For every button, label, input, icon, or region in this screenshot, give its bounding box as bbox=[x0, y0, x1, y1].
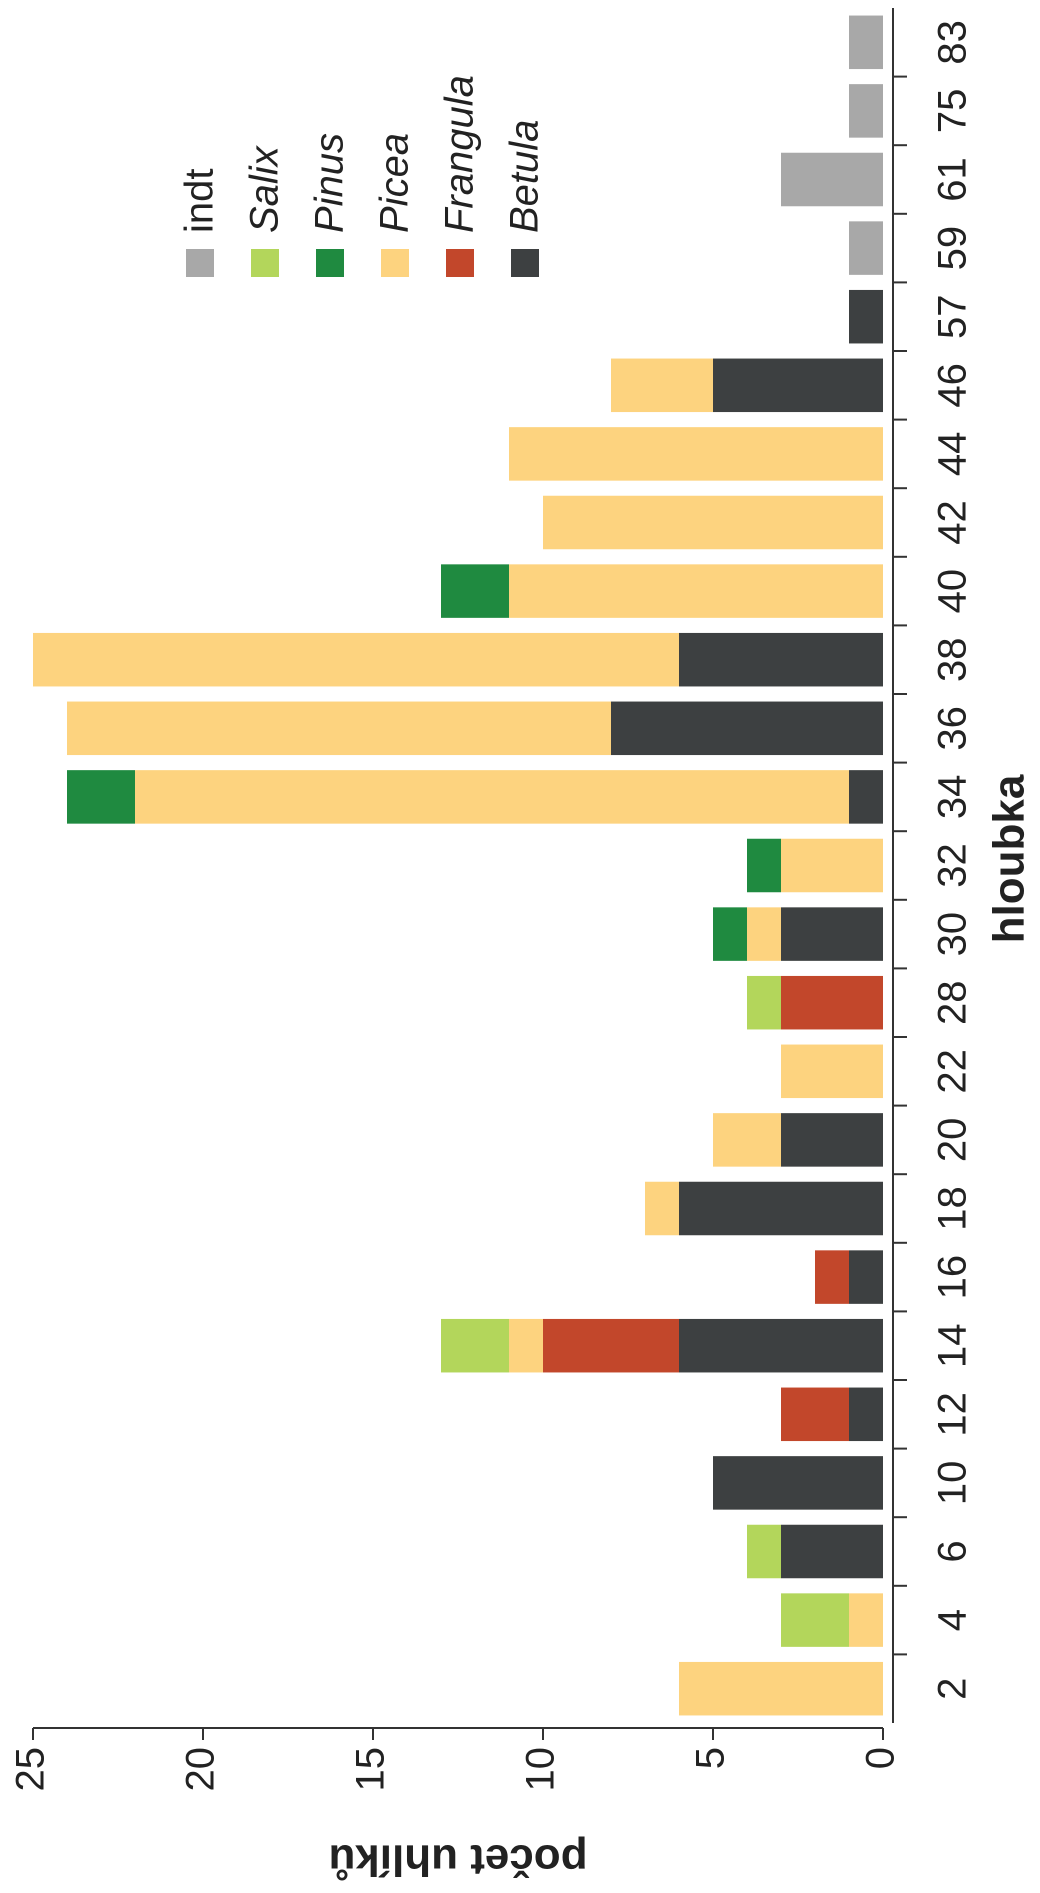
bar-segment bbox=[849, 84, 883, 138]
bar-segment bbox=[781, 152, 883, 207]
legend-swatch bbox=[381, 249, 409, 277]
bar-segment bbox=[849, 1593, 883, 1647]
y-tick-label: 15 bbox=[349, 1747, 393, 1792]
x-tick-label: 83 bbox=[931, 20, 975, 65]
x-tick-label: 46 bbox=[931, 363, 975, 408]
bar-segment bbox=[441, 1318, 509, 1373]
x-tick-label: 40 bbox=[931, 569, 975, 614]
legend-label: Picea bbox=[373, 133, 417, 233]
bar-segment bbox=[815, 1250, 849, 1304]
legend-label: indt bbox=[178, 169, 222, 234]
x-tick-label: 38 bbox=[931, 637, 975, 682]
bar-segment bbox=[543, 1318, 679, 1373]
y-tick-label: 25 bbox=[9, 1747, 53, 1792]
bar-segment bbox=[713, 1113, 781, 1167]
bar-segment bbox=[67, 770, 135, 824]
bar-segment bbox=[509, 564, 883, 618]
x-tick-label: 4 bbox=[931, 1609, 975, 1631]
bar-segment bbox=[747, 838, 781, 893]
bar-segment bbox=[713, 907, 747, 961]
bar-segment bbox=[713, 358, 883, 413]
bar-segment bbox=[509, 1318, 543, 1373]
y-tick-label: 5 bbox=[689, 1747, 733, 1769]
legend-label: Betula bbox=[503, 120, 547, 233]
y-tick-label: 10 bbox=[519, 1747, 563, 1792]
bar-segment bbox=[781, 1387, 849, 1442]
legend-label: Pinus bbox=[308, 133, 352, 233]
legend-label: Salix bbox=[243, 144, 287, 233]
legend-swatch bbox=[511, 249, 539, 277]
bar-segment bbox=[781, 1044, 883, 1099]
bar-segment bbox=[747, 907, 781, 961]
x-tick-label: 2 bbox=[931, 1678, 975, 1700]
x-tick-label: 28 bbox=[931, 980, 975, 1024]
bar-segment bbox=[849, 770, 883, 824]
bar-segment bbox=[713, 1456, 883, 1510]
y-tick-label: 20 bbox=[179, 1747, 223, 1792]
bar-segment bbox=[135, 770, 849, 824]
x-tick-label: 75 bbox=[931, 89, 975, 134]
bar-segment bbox=[441, 564, 509, 618]
legend-swatch bbox=[186, 249, 214, 277]
x-tick-label: 42 bbox=[931, 500, 975, 545]
legend-swatch bbox=[251, 249, 279, 277]
bar-segment bbox=[611, 701, 883, 756]
legend-swatch bbox=[316, 249, 344, 277]
x-tick-label: 16 bbox=[931, 1255, 975, 1300]
bar-segment bbox=[849, 15, 883, 70]
bar-segment bbox=[611, 358, 713, 413]
x-tick-label: 32 bbox=[931, 843, 975, 888]
bar-segment bbox=[781, 907, 883, 961]
bar-segment bbox=[747, 1524, 781, 1579]
legend-label: Frangula bbox=[438, 75, 482, 233]
bar-segment bbox=[645, 1181, 679, 1236]
bar-segment bbox=[781, 1113, 883, 1167]
bar-segment bbox=[679, 1661, 883, 1716]
y-axis-label: počet uhlíků bbox=[328, 1835, 587, 1884]
bar-segment bbox=[781, 1524, 883, 1579]
x-tick-label: 6 bbox=[931, 1540, 975, 1562]
bar-segment bbox=[849, 1387, 883, 1442]
bar-segment bbox=[849, 289, 883, 344]
x-tick-label: 22 bbox=[931, 1049, 975, 1094]
bar-segment bbox=[679, 632, 883, 687]
legend-swatch bbox=[446, 249, 474, 277]
x-tick-label: 20 bbox=[931, 1118, 975, 1163]
x-tick-label: 57 bbox=[931, 294, 975, 339]
bar-segment bbox=[543, 495, 883, 550]
x-tick-label: 14 bbox=[931, 1323, 975, 1368]
bar-segment bbox=[781, 1593, 849, 1647]
x-tick-label: 12 bbox=[931, 1392, 975, 1437]
x-tick-label: 34 bbox=[931, 775, 975, 820]
x-tick-label: 30 bbox=[931, 912, 975, 957]
x-axis-label: hloubka bbox=[985, 774, 1034, 943]
bar-segment bbox=[679, 1318, 883, 1373]
bar-segment bbox=[67, 701, 611, 756]
y-tick-label: 0 bbox=[859, 1747, 903, 1769]
x-tick-label: 10 bbox=[931, 1461, 975, 1506]
x-tick-label: 59 bbox=[931, 226, 975, 271]
bar-segment bbox=[679, 1181, 883, 1236]
x-tick-label: 36 bbox=[931, 706, 975, 751]
x-tick-label: 61 bbox=[931, 157, 975, 202]
bar-segment bbox=[781, 975, 883, 1030]
bar-segment bbox=[781, 838, 883, 893]
bar-segment bbox=[509, 427, 883, 481]
bar-segment bbox=[849, 221, 883, 275]
bar-segment bbox=[33, 632, 679, 687]
rotated-chart: počet uhlíků hloubka 0510152025246101214… bbox=[9, 8, 1034, 1884]
x-tick-label: 18 bbox=[931, 1186, 975, 1231]
bar-segment bbox=[849, 1250, 883, 1304]
bar-segment bbox=[747, 975, 781, 1030]
x-tick-label: 44 bbox=[931, 432, 975, 477]
